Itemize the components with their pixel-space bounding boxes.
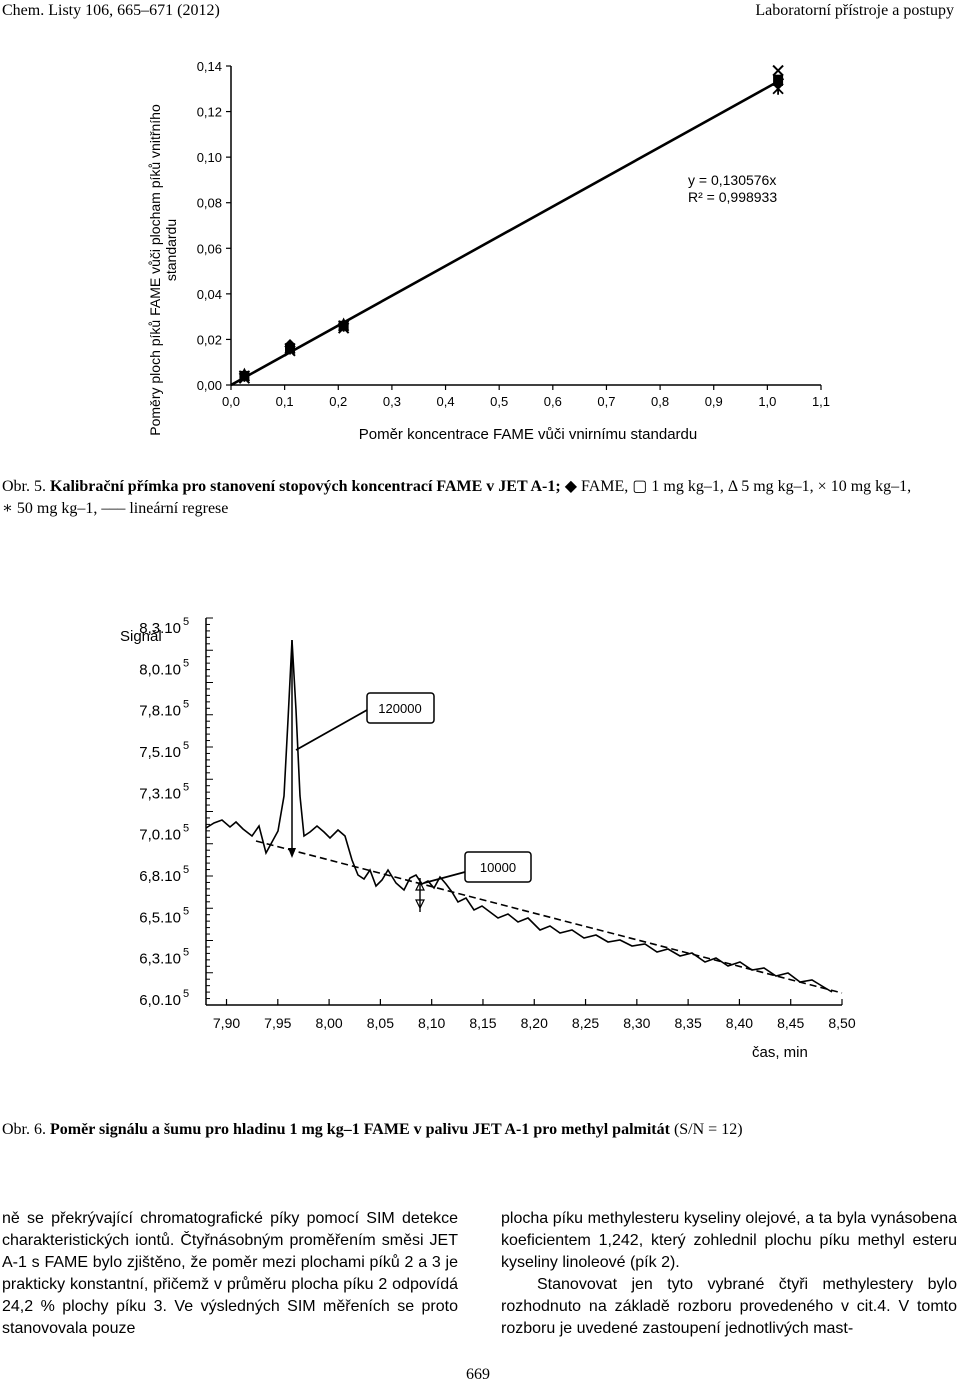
noise-arrow-head-down — [415, 899, 425, 910]
y-tick-label: 7,5.10 — [139, 744, 181, 761]
y-tick-exponent: 5 — [183, 657, 189, 669]
peak-arrow-head — [288, 848, 296, 858]
figure-6-caption: Obr. 6. Poměr signálu a šumu pro hladinu… — [2, 1119, 958, 1141]
calibration-marks — [230, 64, 785, 387]
figure-6-label: Obr. 6. — [2, 1121, 46, 1138]
y-tick-label: 0,12 — [197, 105, 222, 120]
x-tick-label: 0,0 — [222, 394, 240, 409]
x-tick-label: 0,4 — [437, 394, 455, 409]
section-header: Laboratorní přístroje a postupy — [755, 2, 954, 19]
x-tick-label: 8,15 — [469, 1015, 496, 1031]
y-tick-exponent: 5 — [183, 740, 189, 752]
calibration-axes: 0,00 0,02 0,04 0,06 0,08 0,10 0,12 0,14 0,0 0,1 0,… — [197, 59, 830, 409]
y-tick-exponent: 5 — [183, 823, 189, 835]
body-right-column: plocha píku methylesteru kyseliny olejov… — [501, 1208, 957, 1340]
x-tick-label: 0,9 — [705, 394, 723, 409]
calibration-point — [238, 369, 251, 382]
y-tick-exponent: 5 — [183, 905, 189, 917]
noise-callout-10000: 10000 — [423, 851, 532, 884]
y-tick-exponent: 5 — [183, 864, 189, 876]
regression-r2: R² = 0,998933 — [688, 189, 777, 205]
x-tick-label: 0,5 — [490, 394, 508, 409]
x-tick-label: 8,50 — [828, 1015, 855, 1031]
body-left-column: ně se překrývající chromatografické píky… — [2, 1208, 458, 1340]
y-tick-exponent: 5 — [183, 988, 189, 1000]
chromatogram-axes: 8,3.10 58,0.10 57,8.10 57,5.10 57,3.10 57,0.1… — [139, 616, 856, 1031]
x-tick-label: 8,45 — [777, 1015, 804, 1031]
noise-callout-10000-label: 10000 — [480, 860, 516, 875]
x-tick-label: 0,8 — [651, 394, 669, 409]
y-tick-label: 0,00 — [197, 378, 222, 393]
x-tick-label: 8,20 — [521, 1015, 548, 1031]
y-tick-label: 8,0.10 — [139, 661, 181, 678]
calibration-y-axis-label-2: standardu — [163, 219, 179, 281]
peak-callout-120000: 120000 — [295, 692, 435, 751]
x-tick-label: 7,95 — [264, 1015, 291, 1031]
x-tick-label: 8,35 — [675, 1015, 702, 1031]
x-tick-label: 0,1 — [276, 394, 294, 409]
figure-6-caption-title: Poměr signálu a šumu pro hladinu 1 mg kg… — [50, 1121, 670, 1138]
calibration-point — [772, 82, 784, 95]
x-tick-label: 7,90 — [213, 1015, 240, 1031]
x-tick-label: 8,25 — [572, 1015, 599, 1031]
x-tick-label: 0,7 — [597, 394, 615, 409]
x-tick-label: 0,3 — [383, 394, 401, 409]
x-tick-label: 8,10 — [418, 1015, 445, 1031]
y-tick-label: 7,8.10 — [139, 703, 181, 720]
figure-5-legend-line2: ∗ 50 mg kg–1, ––– lineární regrese — [2, 500, 229, 517]
chromatogram-x-axis-label: čas, min — [752, 1044, 808, 1061]
calibration-point — [773, 75, 784, 86]
calibration-point — [284, 342, 296, 355]
y-tick-label: 6,0.10 — [139, 992, 181, 1009]
body-left-paragraph: ně se překrývající chromatografické píky… — [2, 1210, 458, 1337]
figure-5-legend-line1: ◆ FAME, ▢ 1 mg kg–1, Δ 5 mg kg–1, × 10 m… — [564, 478, 912, 495]
baseline-dashed — [255, 840, 843, 994]
calibration-y-axis-label: Poměry ploch píků FAME vůči plocham píků… — [147, 104, 163, 436]
x-tick-label: 1,0 — [758, 394, 776, 409]
x-tick-label: 8,40 — [726, 1015, 753, 1031]
noise-arrow-head-up — [415, 880, 425, 891]
y-tick-label: 7,3.10 — [139, 785, 181, 802]
body-right-paragraph-1: plocha píku methylesteru kyseliny olejov… — [501, 1210, 957, 1271]
page-number: 669 — [466, 1366, 490, 1383]
y-tick-exponent: 5 — [183, 947, 189, 959]
y-tick-label: 6,5.10 — [139, 909, 181, 926]
signal-noise-chart: 8,3.10 58,0.10 57,8.10 57,5.10 57,3.10 57,0.1… — [120, 616, 856, 1061]
figure-6-caption-rest: (S/N = 12) — [673, 1121, 743, 1138]
calibration-point — [772, 64, 784, 77]
x-tick-label: 1,1 — [812, 394, 830, 409]
x-tick-label: 8,05 — [367, 1015, 394, 1031]
signal-trace — [205, 639, 833, 993]
peak-callout-120000-label: 120000 — [378, 701, 421, 716]
x-tick-label: 8,00 — [315, 1015, 342, 1031]
calibration-point — [337, 319, 350, 332]
y-tick-label: 6,3.10 — [139, 951, 181, 968]
regression-line — [230, 77, 785, 387]
calibration-x-axis-label: Poměr koncentrace FAME vůči vnirnímu sta… — [359, 426, 697, 443]
y-tick-label: 0,02 — [197, 332, 222, 347]
body-right-paragraph-2: Stanovovat jen tyto vybrané čtyři methyl… — [501, 1276, 957, 1337]
figure-5-caption: Obr. 5. Kalibrační přímka pro stanovení … — [2, 476, 958, 520]
y-tick-exponent: 5 — [183, 699, 189, 711]
x-tick-label: 0,6 — [544, 394, 562, 409]
chromatogram-y-axis-label: Signál — [120, 628, 162, 645]
y-tick-label: 6,8.10 — [139, 868, 181, 885]
y-tick-label: 0,04 — [197, 287, 222, 302]
x-tick-label: 0,2 — [329, 394, 347, 409]
journal-header: Chem. Listy 106, 665–671 (2012) — [2, 2, 220, 19]
figure-5-label: Obr. 5. — [2, 478, 46, 495]
y-tick-exponent: 5 — [183, 781, 189, 793]
y-tick-label: 0,10 — [197, 150, 222, 165]
chromatogram-marks — [205, 639, 843, 994]
figure-5-caption-title: Kalibrační přímka pro stanovení stopovýc… — [50, 478, 561, 495]
calibration-chart: 0,00 0,02 0,04 0,06 0,08 0,10 0,12 0,14 0,0 0,1 0,… — [147, 59, 830, 443]
x-tick-label: 8,30 — [623, 1015, 650, 1031]
regression-equation: y = 0,130576x — [688, 172, 776, 188]
y-tick-label: 8,3.10 — [139, 620, 181, 637]
y-tick-label: 7,0.10 — [139, 827, 181, 844]
y-tick-exponent: 5 — [183, 616, 189, 628]
y-tick-label: 0,14 — [197, 59, 222, 74]
y-tick-label: 0,06 — [197, 241, 222, 256]
y-tick-label: 0,08 — [197, 196, 222, 211]
